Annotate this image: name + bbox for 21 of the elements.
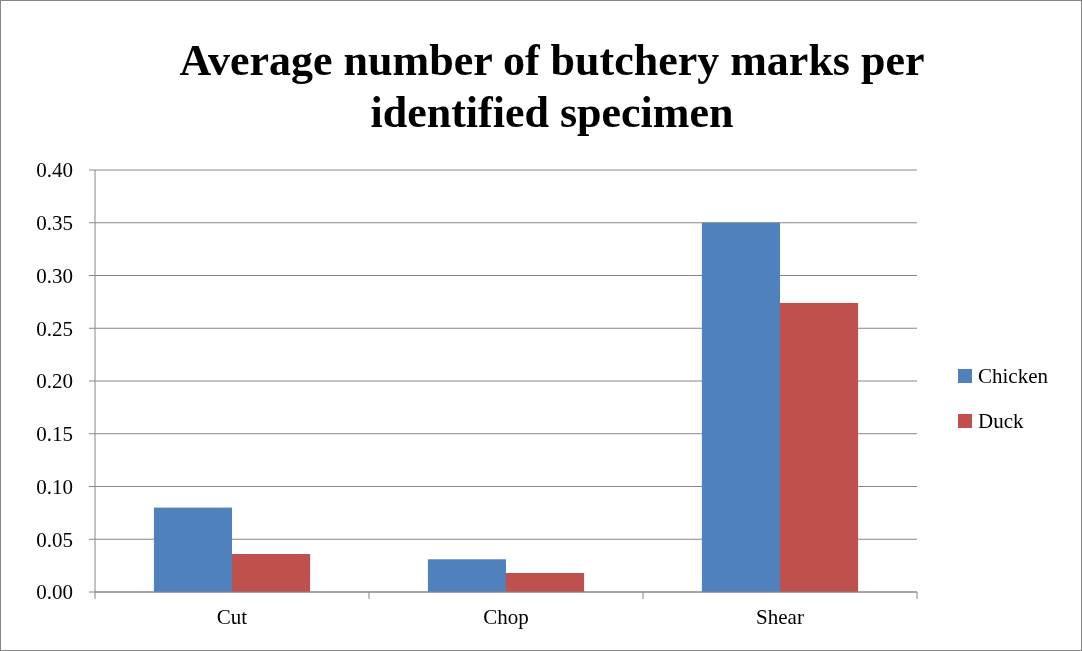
legend-label: Chicken (978, 364, 1049, 389)
x-tick-label: Cut (216, 605, 248, 629)
y-tick-label: 0.25 (36, 316, 73, 341)
legend-label: Duck (978, 409, 1024, 434)
bar (232, 554, 311, 592)
y-tick-label: 0.10 (36, 474, 73, 499)
x-tick-label: Chop (483, 605, 529, 629)
y-tick-label: 0.20 (36, 369, 73, 394)
bar (427, 559, 506, 592)
y-tick-label: 0.15 (36, 422, 73, 447)
chart-title: Average number of butchery marks per identified specimen (179, 36, 925, 137)
y-tick-label: 0.30 (36, 263, 73, 288)
y-tick-label: 0.05 (36, 527, 73, 552)
bar (153, 507, 232, 592)
y-tick-label: 0.00 (36, 580, 73, 605)
y-tick-label: 0.35 (36, 211, 73, 236)
bar (506, 573, 585, 592)
bar (701, 222, 780, 592)
x-tick-label: Shear (756, 605, 804, 629)
bar (780, 302, 859, 592)
y-tick-label: 0.40 (36, 158, 73, 183)
